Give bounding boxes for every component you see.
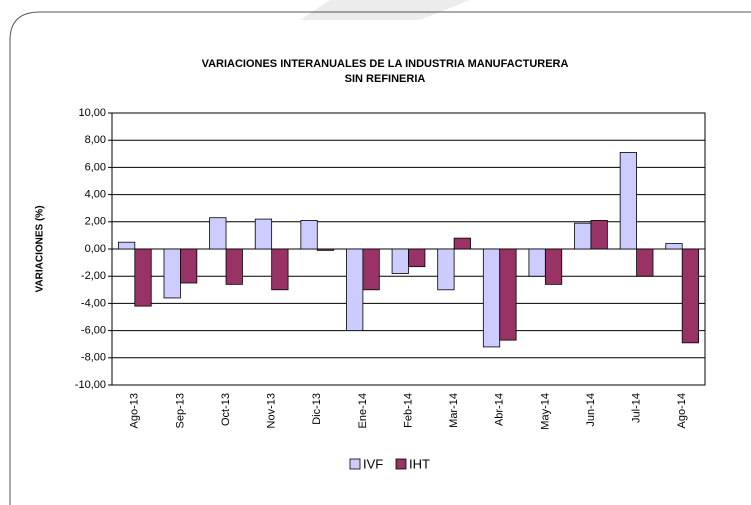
bar (619, 152, 637, 250)
x-tick-label: Oct-13 (220, 393, 232, 426)
y-tick-label: 0,00 (85, 243, 106, 255)
y-tick-label: -2,00 (81, 270, 106, 282)
bar (271, 248, 289, 291)
bar (209, 217, 227, 250)
legend-label: IVF (363, 456, 383, 471)
bar (437, 248, 455, 291)
bar (499, 248, 517, 341)
y-tick-label: -8,00 (81, 352, 106, 364)
bar (681, 248, 700, 344)
x-tick-label: Sep-13 (174, 393, 186, 428)
y-tick-label: -6,00 (81, 325, 106, 337)
bar (574, 222, 592, 250)
bar (636, 248, 654, 277)
bar (117, 241, 136, 250)
y-tick-label: 8,00 (85, 134, 106, 146)
y-axis-label: VARIACIONES (%) (35, 205, 46, 292)
bar (346, 248, 364, 331)
bar (254, 218, 273, 250)
bar (163, 248, 181, 299)
y-tick-label: -10,00 (75, 379, 106, 391)
bar (408, 248, 426, 268)
legend-label: IHT (409, 456, 430, 471)
legend-swatch (349, 458, 361, 470)
chart-subtitle: SIN REFINERIA (345, 73, 426, 85)
bar (316, 248, 335, 251)
y-tick-label: 6,00 (85, 161, 106, 173)
bar (300, 220, 318, 250)
frame (9, 11, 751, 505)
legend-swatch (395, 458, 407, 470)
x-tick-label: Dic-13 (311, 393, 323, 425)
y-tick-label: 2,00 (85, 216, 106, 228)
y-tick-label: 10,00 (78, 107, 106, 119)
bar (180, 248, 198, 284)
bar (590, 220, 608, 250)
x-tick-label: Abr-14 (494, 393, 506, 426)
decoration (300, 0, 470, 20)
bar (665, 243, 683, 250)
y-tick-label: 4,00 (85, 189, 106, 201)
bar (544, 248, 563, 285)
x-tick-label: Ene-14 (357, 393, 369, 428)
chart-title: VARIACIONES INTERANUALES DE LA INDUSTRIA… (202, 58, 569, 70)
y-tick-label: -4,00 (81, 297, 106, 309)
x-tick-label: Ago-13 (129, 393, 141, 428)
bar (362, 248, 380, 291)
bar (453, 237, 471, 250)
plot-border (111, 112, 706, 386)
bar (134, 248, 152, 307)
x-tick-label: Nov-13 (266, 393, 278, 428)
x-tick-label: Mar-14 (448, 393, 460, 428)
bar (225, 248, 243, 285)
bar (528, 248, 546, 277)
bar (391, 248, 409, 274)
x-tick-label: May-14 (539, 393, 551, 430)
x-tick-label: Ago-14 (676, 393, 688, 428)
x-tick-label: Jun-14 (585, 393, 597, 427)
x-tick-label: Jul-14 (630, 393, 642, 423)
x-tick-label: Feb-14 (402, 393, 414, 428)
bar (482, 248, 501, 348)
